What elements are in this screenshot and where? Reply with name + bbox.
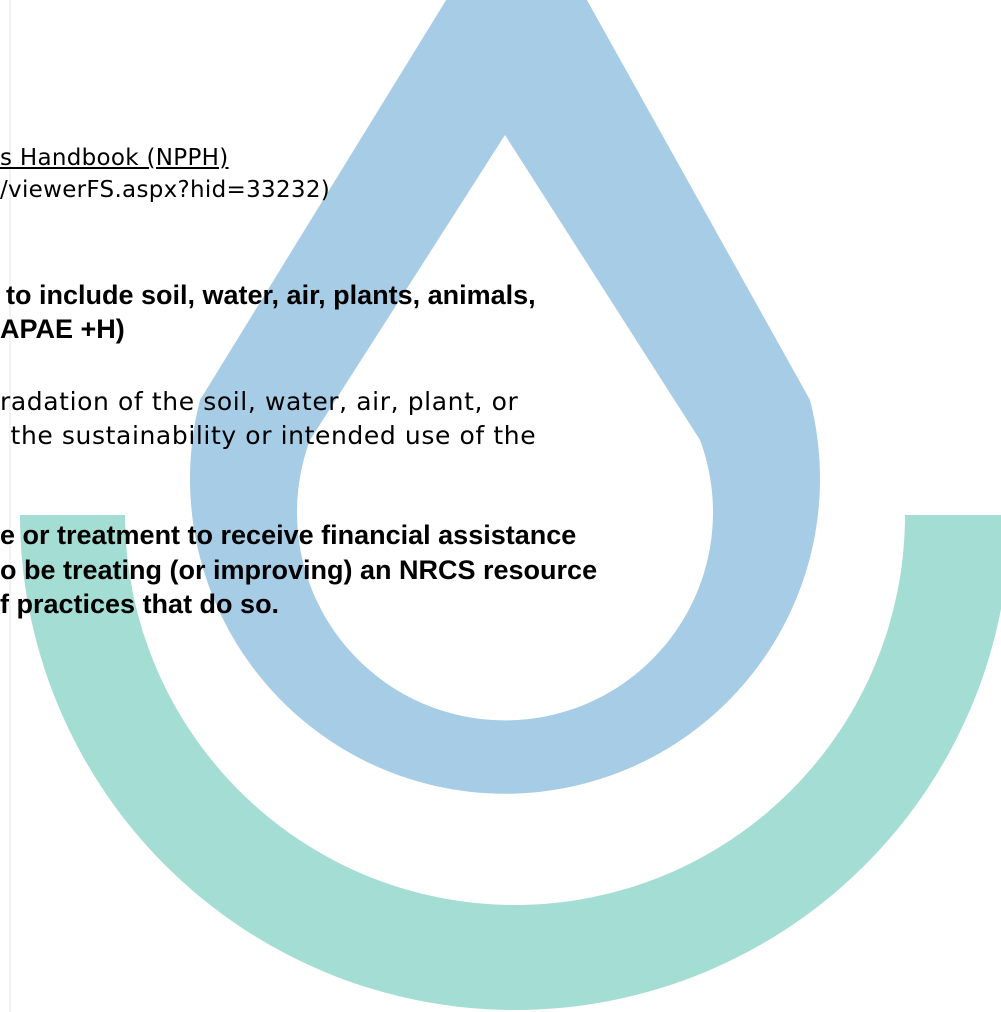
heading: f practices that do so. [0, 589, 279, 620]
body-text: radation of the soil, water, air, plant,… [0, 387, 518, 416]
slide: s Handbook (NPPH) /viewerFS.aspx?hid=332… [0, 0, 1001, 1012]
heading: o be treating (or improving) an NRCS res… [0, 555, 597, 586]
body-text: the sustainability or intended use of th… [2, 421, 536, 450]
heading: to include soil, water, air, plants, ani… [6, 280, 536, 311]
heading: e or treatment to receive financial assi… [0, 520, 576, 551]
reference-text: /viewerFS.aspx?hid=33232) [0, 177, 330, 203]
reference-text: s Handbook (NPPH) [0, 145, 229, 171]
heading: APAE +H) [0, 314, 125, 345]
